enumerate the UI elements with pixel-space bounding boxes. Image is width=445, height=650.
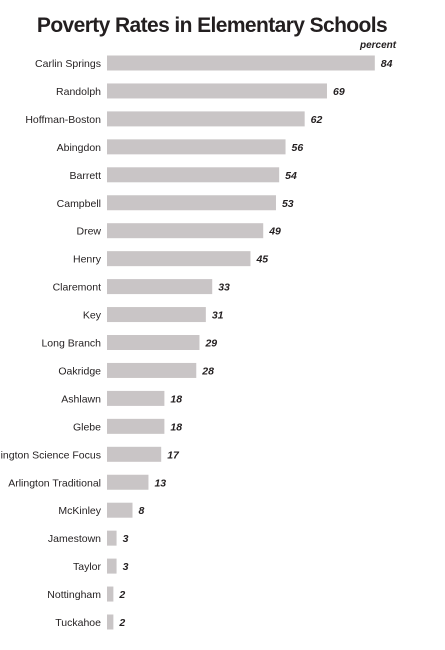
value-label: 54 [285, 170, 297, 182]
value-label: 62 [311, 114, 323, 126]
category-label: Arlington Science Focus [0, 449, 101, 461]
bar [107, 55, 375, 71]
bar [107, 614, 114, 630]
bar [107, 307, 206, 323]
category-label: Abingdon [57, 142, 102, 154]
bar [107, 335, 200, 350]
category-label: Tuckahoe [55, 617, 101, 629]
value-label: 28 [201, 365, 214, 377]
value-label: 69 [333, 86, 345, 98]
bar [107, 223, 264, 239]
category-label: Randolph [56, 86, 101, 98]
value-label: 2 [118, 589, 125, 601]
category-label: Nottingham [47, 589, 101, 601]
bar [107, 586, 114, 602]
value-label: 53 [282, 198, 294, 210]
value-label: 56 [292, 142, 304, 154]
category-label: Oakridge [58, 365, 101, 377]
bar [107, 474, 149, 490]
bar [107, 418, 165, 434]
value-label: 45 [255, 254, 268, 266]
value-label: 31 [212, 310, 224, 322]
category-label: Campbell [57, 198, 101, 210]
bar [107, 139, 286, 155]
bar [107, 251, 251, 267]
value-label: 29 [204, 338, 217, 350]
category-label: Henry [73, 254, 102, 266]
category-label: Taylor [73, 561, 102, 573]
category-label: Arlington Traditional [8, 477, 101, 489]
value-label: 8 [139, 505, 145, 517]
unit-label: percent [360, 40, 397, 51]
category-label: Claremont [53, 282, 102, 294]
bar [107, 446, 162, 462]
value-label: 84 [381, 58, 393, 70]
category-label: Jamestown [48, 533, 101, 545]
bar [107, 502, 133, 518]
bar [107, 390, 165, 406]
category-label: Carlin Springs [35, 58, 101, 70]
category-label: Long Branch [41, 338, 101, 350]
chart-title: Poverty Rates in Elementary Schools [36, 14, 388, 37]
category-label: Glebe [73, 421, 101, 433]
value-label: 13 [154, 477, 166, 489]
bar [107, 558, 117, 574]
value-label: 3 [123, 533, 129, 545]
bar [107, 83, 327, 99]
value-label: 18 [170, 393, 182, 405]
bar [107, 530, 117, 546]
value-label: 18 [170, 421, 182, 433]
value-label: 17 [167, 449, 180, 461]
bar [107, 279, 213, 295]
value-label: 33 [218, 282, 230, 294]
bar [107, 362, 197, 378]
category-label: Ashlawn [61, 393, 101, 405]
category-label: McKinley [58, 505, 101, 517]
category-label: Barrett [69, 170, 101, 182]
value-label: 49 [268, 226, 281, 238]
bar [107, 167, 280, 183]
category-label: Drew [76, 226, 101, 238]
bar [107, 111, 305, 127]
category-label: Hoffman-Boston [25, 114, 101, 126]
value-label: 2 [118, 617, 125, 629]
bar [107, 195, 276, 211]
value-label: 3 [123, 561, 129, 573]
category-label: Key [83, 310, 102, 322]
